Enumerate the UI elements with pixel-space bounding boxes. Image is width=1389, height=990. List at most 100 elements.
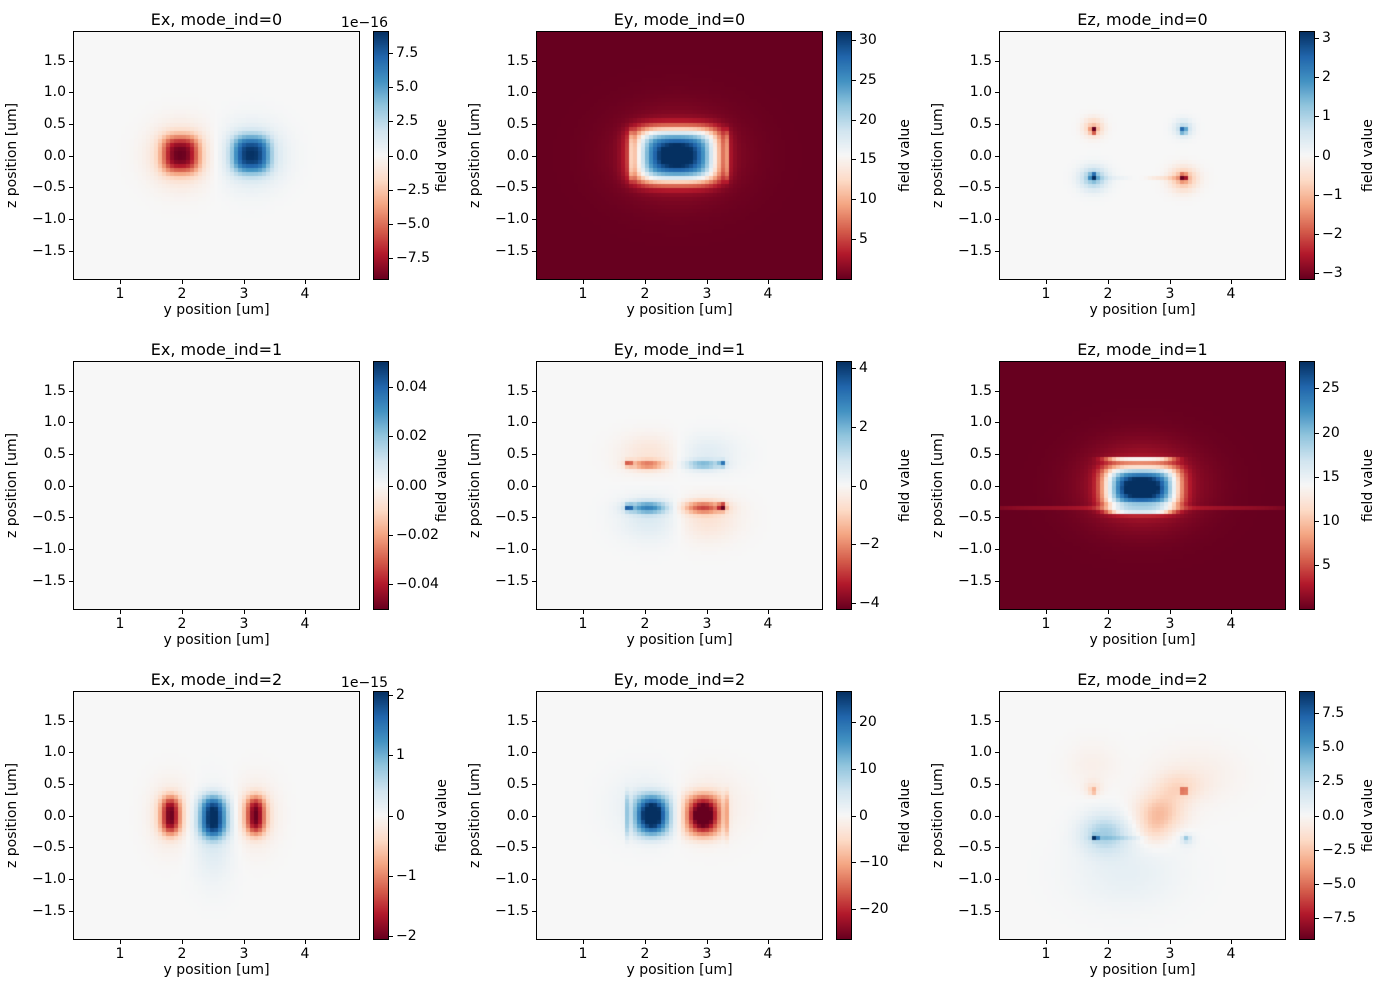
y-tick-mark: [182, 280, 183, 284]
y-tick-label: 4: [763, 946, 773, 962]
colorbar-tick-mark: [389, 53, 393, 54]
colorbar-tick-mark: [1315, 747, 1319, 748]
y-tick-mark: [583, 610, 584, 614]
z-tick-label: 1.5: [969, 713, 992, 729]
colorbar-tick-mark: [1315, 433, 1319, 434]
x-axis-label: y position [um]: [163, 302, 270, 318]
colorbar-tick-label: 10: [859, 761, 877, 777]
y-axis-label: z position [um]: [467, 432, 483, 539]
colorbar-tick-label: −5.0: [1322, 876, 1356, 892]
colorbar-tick-mark: [389, 695, 393, 696]
colorbar-tick-label: 25: [859, 72, 877, 88]
y-axis-label: z position [um]: [4, 762, 20, 869]
colorbar-canvas-ex-mode0: [374, 32, 388, 279]
y-tick-mark: [244, 280, 245, 284]
colorbar-tick-mark: [1315, 156, 1319, 157]
subplot-ex-mode1: Ex, mode_ind=1 1.5 1.0 0.5 0.0 −0.5 −1.0 −1.5 1 2…: [0, 330, 463, 660]
colorbar-tick-mark: [1315, 116, 1319, 117]
y-tick-mark: [645, 940, 646, 944]
z-tick-label: 1.5: [43, 383, 66, 399]
z-tick-label: 1.0: [969, 84, 992, 100]
colorbar-tick-mark: [389, 258, 393, 259]
z-tick-mark: [995, 549, 999, 550]
colorbar-tick-label: 10: [1322, 513, 1340, 529]
y-tick-label: 1: [578, 616, 588, 632]
y-tick-mark: [707, 610, 708, 614]
plot-frame-ex-mode1: [73, 361, 360, 610]
colorbar-tick-label: 0: [859, 478, 868, 494]
z-tick-mark: [532, 124, 536, 125]
y-tick-label: 2: [1103, 286, 1113, 302]
colorbar-tick-mark: [389, 156, 393, 157]
z-tick-label: 0.5: [43, 116, 66, 132]
colorbar-tick-label: −7.5: [396, 250, 430, 266]
colorbar-tick-label: −0.04: [396, 576, 439, 592]
colorbar-frame-ez-mode0: [1299, 31, 1315, 280]
colorbar-tick-mark: [1315, 918, 1319, 919]
colorbar-tick-label: 25: [1322, 380, 1340, 396]
heatmap-canvas-ey-mode2: [537, 692, 822, 939]
colorbar-tick-mark: [389, 535, 393, 536]
plot-title: Ez, mode_ind=2: [1077, 670, 1208, 689]
y-tick-label: 2: [177, 286, 187, 302]
z-tick-mark: [995, 816, 999, 817]
plot-title: Ez, mode_ind=1: [1077, 340, 1208, 359]
colorbar-tick-mark: [1315, 234, 1319, 235]
colorbar-tick-label: −3: [1322, 265, 1343, 281]
colorbar-tick-mark: [1315, 195, 1319, 196]
plot-title: Ex, mode_ind=1: [150, 340, 283, 359]
y-tick-mark: [1231, 610, 1232, 614]
colorbar-tick-mark: [389, 755, 393, 756]
y-tick-label: 3: [239, 616, 249, 632]
colorbar-tick-mark: [389, 876, 393, 877]
colorbar-tick-label: 0.0: [396, 148, 419, 164]
colorbar-tick-label: 1: [1322, 108, 1331, 124]
colorbar-label: field value: [1360, 449, 1376, 522]
y-tick-label: 1: [1041, 946, 1051, 962]
x-axis-label: y position [um]: [163, 632, 270, 648]
plot-title: Ey, mode_ind=1: [613, 340, 746, 359]
z-tick-mark: [995, 422, 999, 423]
colorbar-tick-label: 1: [396, 747, 405, 763]
y-tick-label: 2: [640, 616, 650, 632]
colorbar-tick-label: 0: [396, 808, 405, 824]
colorbar-frame-ey-mode2: [836, 691, 852, 940]
x-axis-label: y position [um]: [626, 302, 733, 318]
colorbar-tick-label: 10: [859, 191, 877, 207]
z-tick-mark: [69, 784, 73, 785]
heatmap-canvas-ez-mode0: [1000, 32, 1285, 279]
colorbar-tick-mark: [852, 603, 856, 604]
y-tick-label: 1: [1041, 616, 1051, 632]
colorbar-tick-mark: [389, 936, 393, 937]
z-tick-mark: [995, 721, 999, 722]
colorbar-tick-mark: [1315, 850, 1319, 851]
colorbar-tick-label: 2.5: [1322, 773, 1345, 789]
y-axis-label: z position [um]: [4, 102, 20, 209]
colorbar-label: field value: [434, 119, 450, 192]
z-tick-mark: [69, 549, 73, 550]
colorbar-tick-mark: [1315, 781, 1319, 782]
z-tick-mark: [532, 187, 536, 188]
colorbar-tick-mark: [852, 120, 856, 121]
z-tick-mark: [69, 721, 73, 722]
plot-title: Ex, mode_ind=0: [150, 10, 283, 29]
z-tick-label: −0.5: [958, 179, 992, 195]
z-tick-label: −0.5: [32, 839, 66, 855]
colorbar-canvas-ey-mode2: [837, 692, 851, 939]
x-axis-label: y position [um]: [626, 962, 733, 978]
y-tick-mark: [768, 280, 769, 284]
colorbar-frame-ex-mode2: [373, 691, 389, 940]
colorbar-frame-ex-mode0: [373, 31, 389, 280]
z-tick-mark: [532, 61, 536, 62]
z-tick-label: 1.0: [969, 414, 992, 430]
colorbar-tick-mark: [1315, 77, 1319, 78]
z-tick-label: 0.0: [969, 478, 992, 494]
y-tick-label: 2: [177, 616, 187, 632]
y-tick-mark: [244, 610, 245, 614]
y-tick-mark: [707, 280, 708, 284]
z-tick-mark: [995, 911, 999, 912]
z-tick-mark: [532, 219, 536, 220]
z-tick-mark: [69, 422, 73, 423]
z-tick-mark: [995, 124, 999, 125]
y-tick-label: 3: [239, 286, 249, 302]
